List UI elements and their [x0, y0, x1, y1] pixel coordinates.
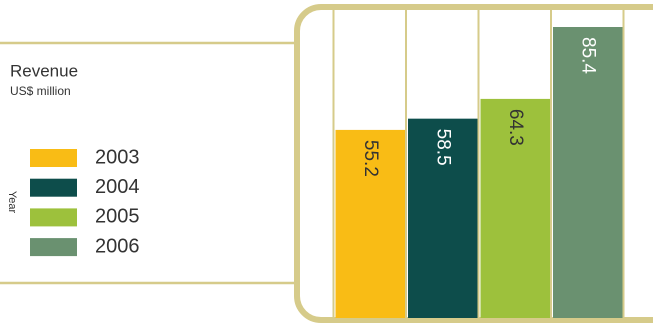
legend-label: 2004 [95, 176, 140, 198]
bar [335, 129, 405, 318]
legend-label: 2005 [95, 206, 140, 228]
data-label: 58.5 [433, 129, 454, 166]
bar [480, 98, 550, 318]
legend-label: 2003 [95, 146, 140, 168]
chart-title: Revenue [10, 61, 78, 80]
bar [553, 27, 623, 318]
legend-swatch [30, 238, 77, 257]
legend-swatch [30, 208, 77, 227]
data-label: 85.4 [578, 37, 599, 74]
legend-label: 2006 [95, 235, 140, 257]
legend-title: Year [6, 191, 18, 214]
bar [408, 118, 478, 318]
chart-subtitle: US$ million [10, 84, 71, 98]
data-label: 55.2 [360, 140, 381, 177]
data-label: 64.3 [505, 109, 526, 146]
legend-swatch [30, 149, 77, 167]
legend-swatch [30, 178, 77, 197]
